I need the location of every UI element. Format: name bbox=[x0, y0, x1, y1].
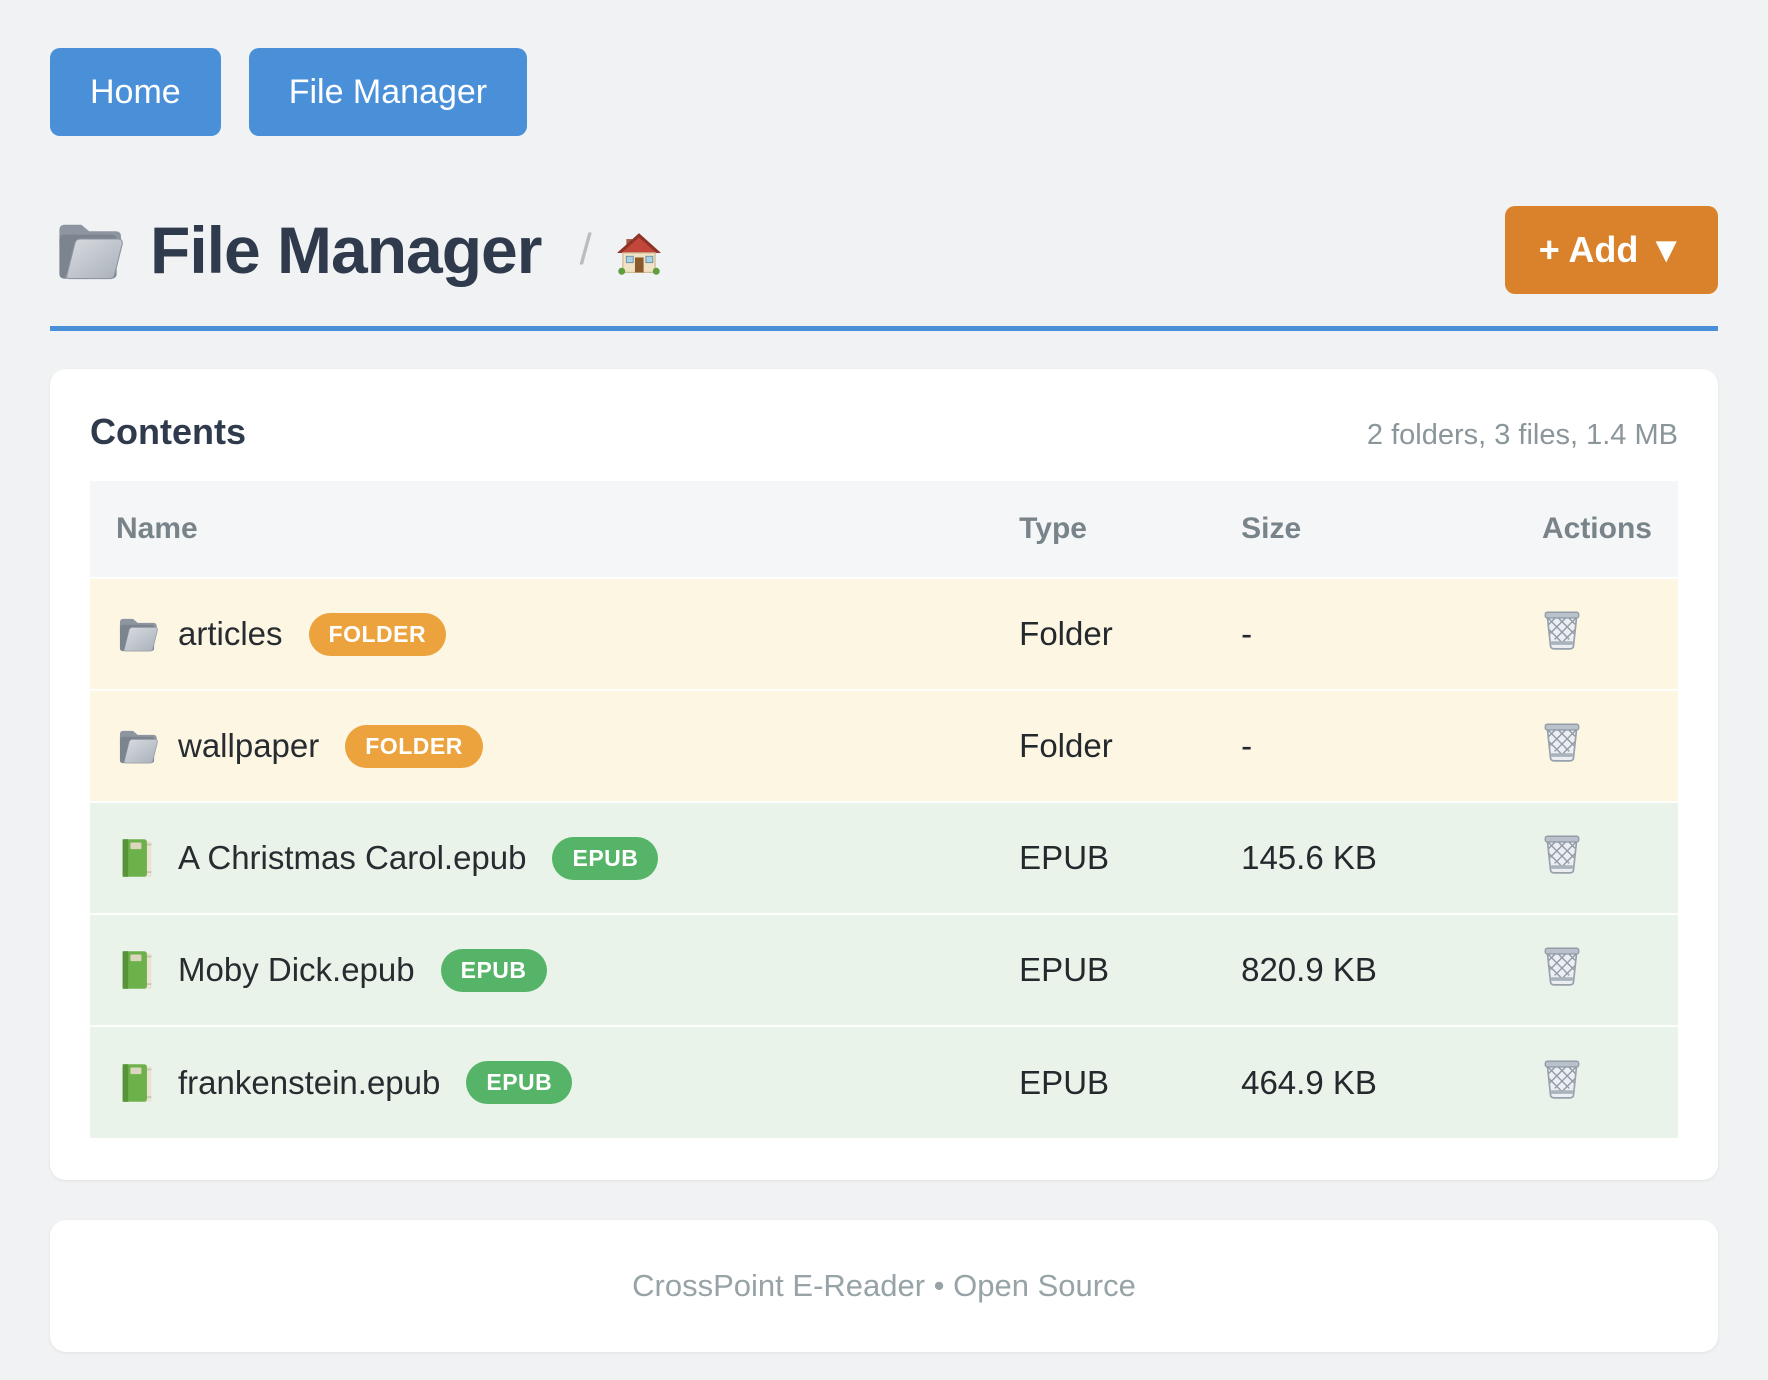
type-cell: EPUB bbox=[993, 913, 1216, 1026]
add-button[interactable]: + Add ▼ bbox=[1504, 206, 1718, 294]
file-table: Name Type Size Actions articles FOLDER F… bbox=[90, 481, 1678, 1138]
folder-icon bbox=[116, 613, 158, 655]
column-header-size: Size bbox=[1215, 481, 1516, 578]
nav-home-button[interactable]: Home bbox=[50, 48, 221, 136]
column-header-name: Name bbox=[90, 481, 994, 578]
file-table-body: articles FOLDER Folder - wallpaper FOLDE… bbox=[90, 577, 1678, 1138]
table-row[interactable]: articles FOLDER Folder - bbox=[90, 577, 1678, 690]
size-cell: 820.9 KB bbox=[1215, 913, 1516, 1026]
wastebasket-icon bbox=[1542, 832, 1582, 876]
delete-button[interactable] bbox=[1542, 1057, 1582, 1101]
size-cell: - bbox=[1215, 577, 1516, 690]
delete-button[interactable] bbox=[1542, 832, 1582, 876]
contents-summary: 2 folders, 3 files, 1.4 MB bbox=[1366, 419, 1678, 451]
table-row[interactable]: A Christmas Carol.epub EPUB EPUB 145.6 K… bbox=[90, 801, 1678, 914]
type-cell: Folder bbox=[993, 577, 1216, 690]
delete-button[interactable] bbox=[1542, 720, 1582, 764]
contents-card-header: Contents 2 folders, 3 files, 1.4 MB bbox=[90, 411, 1678, 453]
breadcrumb-separator: / bbox=[579, 225, 592, 274]
file-name[interactable]: Moby Dick.epub bbox=[178, 951, 415, 988]
title-group: File Manager / bbox=[50, 212, 662, 288]
type-badge: EPUB bbox=[440, 948, 547, 992]
footer-text: CrossPoint E-Reader • Open Source bbox=[632, 1268, 1136, 1303]
folder-icon bbox=[116, 725, 158, 767]
contents-heading: Contents bbox=[90, 411, 246, 452]
type-badge: FOLDER bbox=[345, 724, 483, 768]
wastebasket-icon bbox=[1542, 720, 1582, 764]
home-icon[interactable] bbox=[616, 223, 662, 277]
file-name[interactable]: articles bbox=[178, 615, 283, 652]
page-header: File Manager / + Add ▼ bbox=[50, 206, 1718, 294]
type-cell: EPUB bbox=[993, 1025, 1216, 1138]
table-row[interactable]: wallpaper FOLDER Folder - bbox=[90, 689, 1678, 802]
type-badge: FOLDER bbox=[308, 612, 447, 656]
type-cell: EPUB bbox=[993, 801, 1216, 914]
delete-button[interactable] bbox=[1542, 944, 1582, 988]
wastebasket-icon bbox=[1542, 944, 1582, 988]
footer-card: CrossPoint E-Reader • Open Source bbox=[50, 1220, 1718, 1352]
type-badge: EPUB bbox=[466, 1061, 573, 1104]
file-name[interactable]: A Christmas Carol.epub bbox=[178, 839, 527, 876]
size-cell: 145.6 KB bbox=[1215, 801, 1516, 914]
type-badge: EPUB bbox=[552, 836, 659, 880]
top-nav: Home File Manager bbox=[50, 48, 1718, 136]
title-divider bbox=[50, 326, 1718, 331]
nav-file-manager-button[interactable]: File Manager bbox=[248, 48, 528, 136]
green-book-icon bbox=[116, 837, 158, 879]
column-header-actions: Actions bbox=[1515, 481, 1678, 578]
table-row[interactable]: frankenstein.epub EPUB EPUB 464.9 KB bbox=[90, 1025, 1678, 1138]
wastebasket-icon bbox=[1542, 1057, 1582, 1101]
green-book-icon bbox=[116, 949, 158, 991]
size-cell: - bbox=[1215, 689, 1516, 802]
page-title: File Manager bbox=[150, 213, 542, 287]
delete-button[interactable] bbox=[1542, 608, 1582, 652]
file-name[interactable]: wallpaper bbox=[178, 727, 320, 764]
file-name[interactable]: frankenstein.epub bbox=[178, 1063, 441, 1101]
file-table-head: Name Type Size Actions bbox=[90, 481, 1678, 578]
column-header-type: Type bbox=[993, 481, 1216, 578]
file-manager-page: Home File Manager File Manager / + Add ▼… bbox=[50, 48, 1718, 1352]
wastebasket-icon bbox=[1542, 608, 1582, 652]
open-folder-icon bbox=[50, 217, 126, 283]
type-cell: Folder bbox=[993, 689, 1216, 802]
size-cell: 464.9 KB bbox=[1215, 1025, 1516, 1138]
table-row[interactable]: Moby Dick.epub EPUB EPUB 820.9 KB bbox=[90, 913, 1678, 1026]
green-book-icon bbox=[116, 1062, 158, 1104]
contents-card: Contents 2 folders, 3 files, 1.4 MB Name… bbox=[50, 369, 1718, 1180]
